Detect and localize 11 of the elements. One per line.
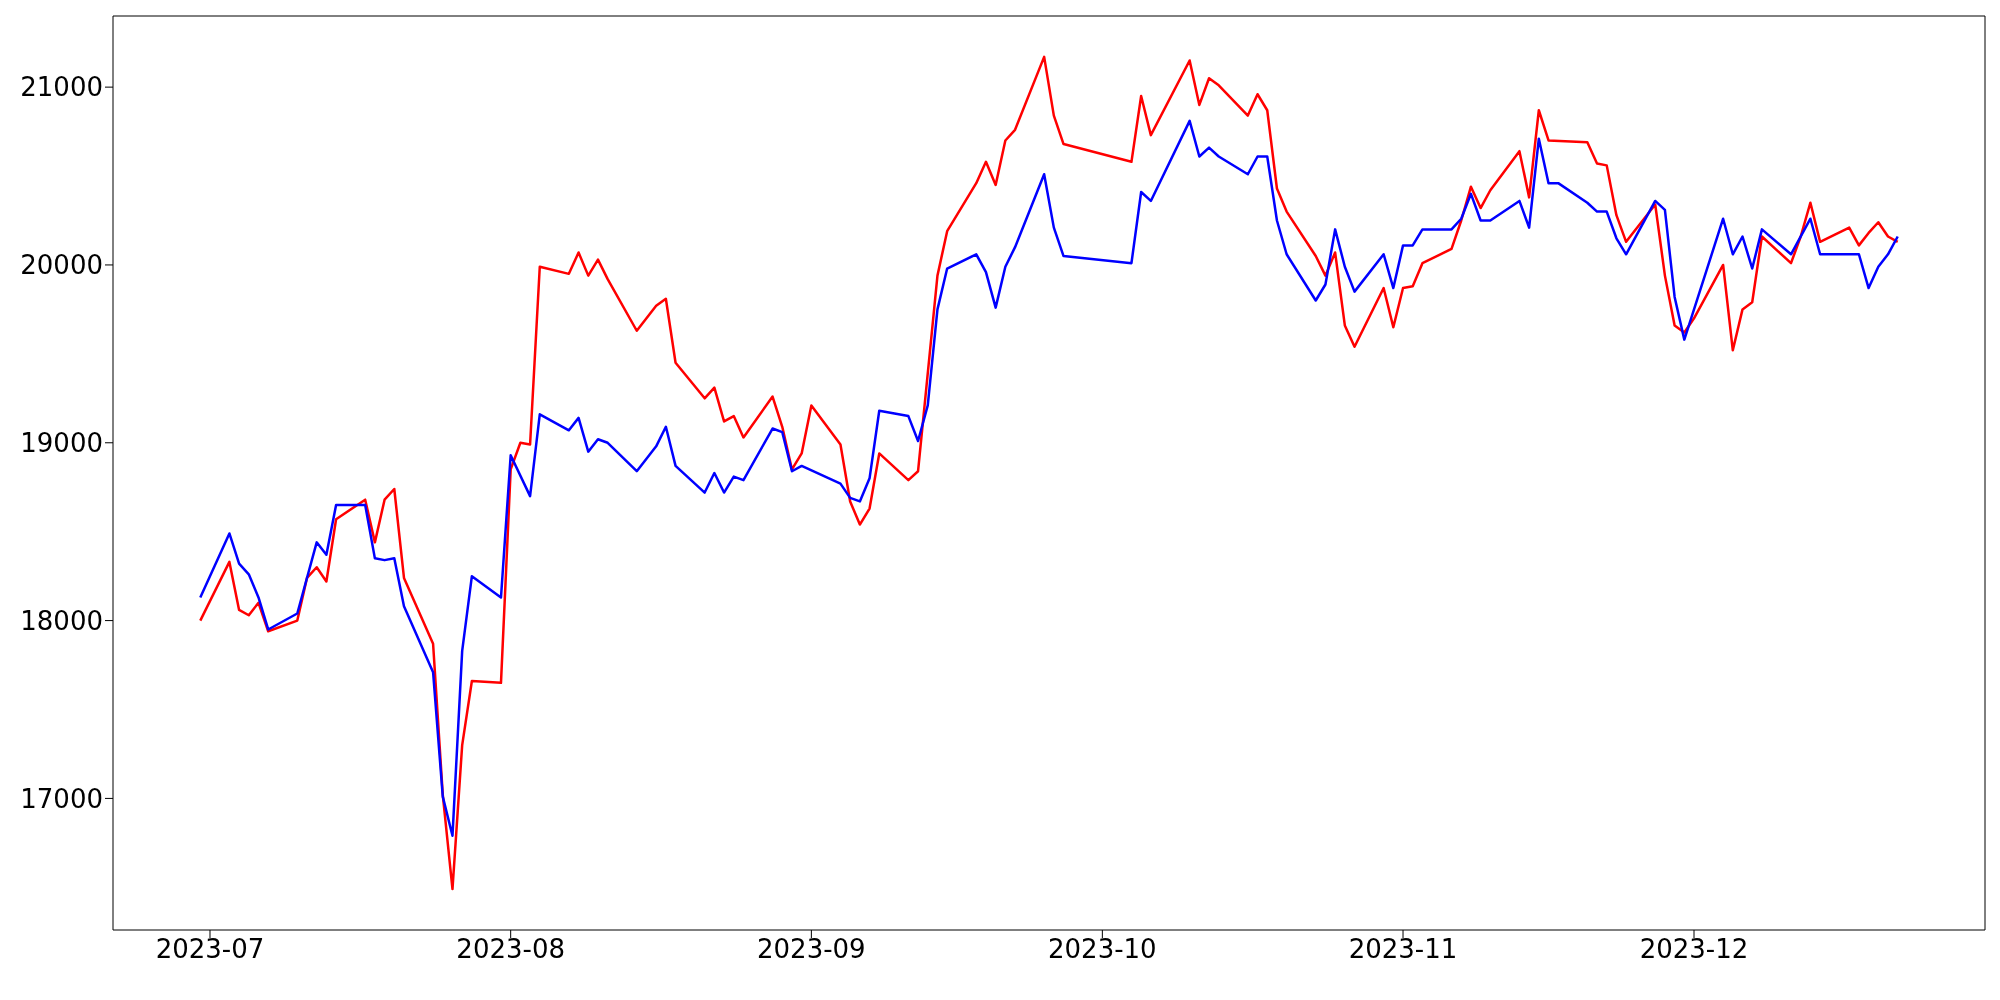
x-tick-label: 2023-08 — [456, 934, 565, 965]
y-tick-label: 21000 — [20, 72, 103, 103]
x-tick-label: 2023-11 — [1348, 934, 1458, 965]
x-tick-label: 2023-10 — [1048, 934, 1157, 965]
y-tick-label: 20000 — [20, 250, 103, 281]
y-tick-label: 17000 — [20, 783, 103, 814]
y-tick-label: 19000 — [20, 428, 103, 458]
x-tick-label: 2023-07 — [155, 934, 265, 965]
x-tick-label: 2023-12 — [1639, 934, 1749, 965]
y-tick-label: 18000 — [20, 605, 103, 636]
x-tick-label: 2023-09 — [757, 934, 866, 965]
